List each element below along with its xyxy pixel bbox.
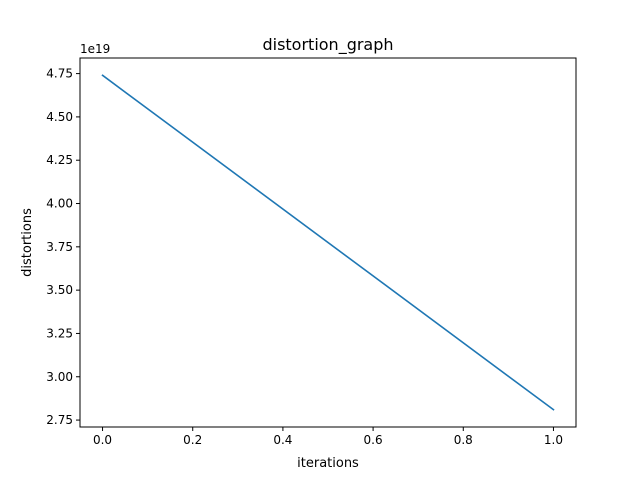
- y-tick-label: 3.50: [46, 283, 73, 297]
- x-tick-label: 0.4: [273, 433, 292, 447]
- x-tick-label: 0.2: [183, 433, 202, 447]
- y-tick-label: 4.00: [46, 197, 73, 211]
- y-tick-label: 4.50: [46, 110, 73, 124]
- y-tick-label: 4.75: [46, 67, 73, 81]
- plot-frame: [79, 57, 577, 428]
- chart-title: distortion_graph: [262, 35, 393, 55]
- y-tick-label: 4.25: [46, 153, 73, 167]
- y-tick-label: 2.75: [46, 413, 73, 427]
- y-offset-label: 1e19: [80, 42, 110, 56]
- y-axis-ticks: 2.75 3.00 3.25 3.50 3.75 4.00 4.25 4.50 4.75: [46, 67, 80, 427]
- series-group: [101, 74, 555, 411]
- x-tick-label: 1.0: [544, 433, 563, 447]
- y-tick-label: 3.25: [46, 326, 73, 340]
- x-tick-label: 0.6: [364, 433, 383, 447]
- y-axis-label: distortions: [20, 208, 35, 277]
- x-axis-label: iterations: [297, 456, 359, 471]
- x-tick-label: 0.0: [93, 433, 112, 447]
- x-tick-label: 0.8: [454, 433, 473, 447]
- y-tick-label: 3.75: [46, 240, 73, 254]
- x-axis-ticks: 0.0 0.2 0.4 0.6 0.8 1.0: [93, 427, 563, 447]
- series-line: [101, 74, 555, 411]
- y-tick-label: 3.00: [46, 370, 73, 384]
